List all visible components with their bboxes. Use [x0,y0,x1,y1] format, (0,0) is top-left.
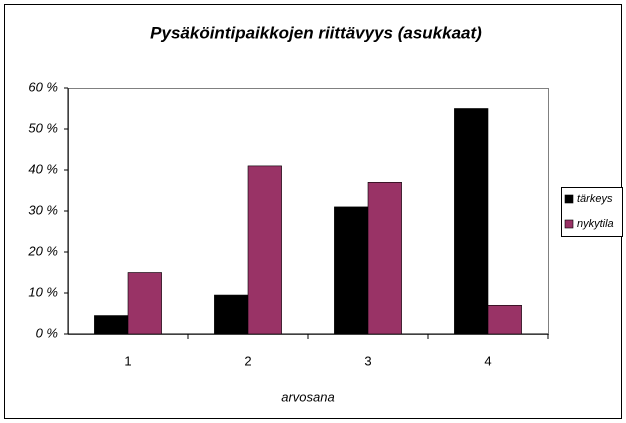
x-axis-label: arvosana [281,389,334,404]
x-tick-label: 3 [364,353,371,368]
bar [454,108,489,335]
y-tick-label: 50 % [28,120,58,135]
bar [214,294,249,335]
bar [94,315,129,335]
bar [127,272,162,335]
bar [247,165,282,335]
x-tick-label: 2 [244,353,251,368]
legend-label: nykytila [577,218,614,230]
legend-label: tärkeys [577,193,613,205]
x-tick-label: 1 [124,353,131,368]
y-tick-label: 40 % [28,161,58,176]
y-tick-label: 60 % [28,79,58,94]
chart-title: Pysäköintipaikkojen riittävyys (asukkaat… [150,23,482,42]
bar [334,206,369,335]
bar [367,182,402,335]
legend-swatch [564,219,574,229]
y-tick-label: 0 % [36,325,58,340]
y-tick-label: 20 % [27,243,58,258]
legend-swatch [564,194,574,204]
bar [487,304,522,335]
x-tick-label: 4 [484,353,491,368]
y-tick-label: 30 % [28,202,58,217]
y-tick-label: 10 % [28,284,58,299]
